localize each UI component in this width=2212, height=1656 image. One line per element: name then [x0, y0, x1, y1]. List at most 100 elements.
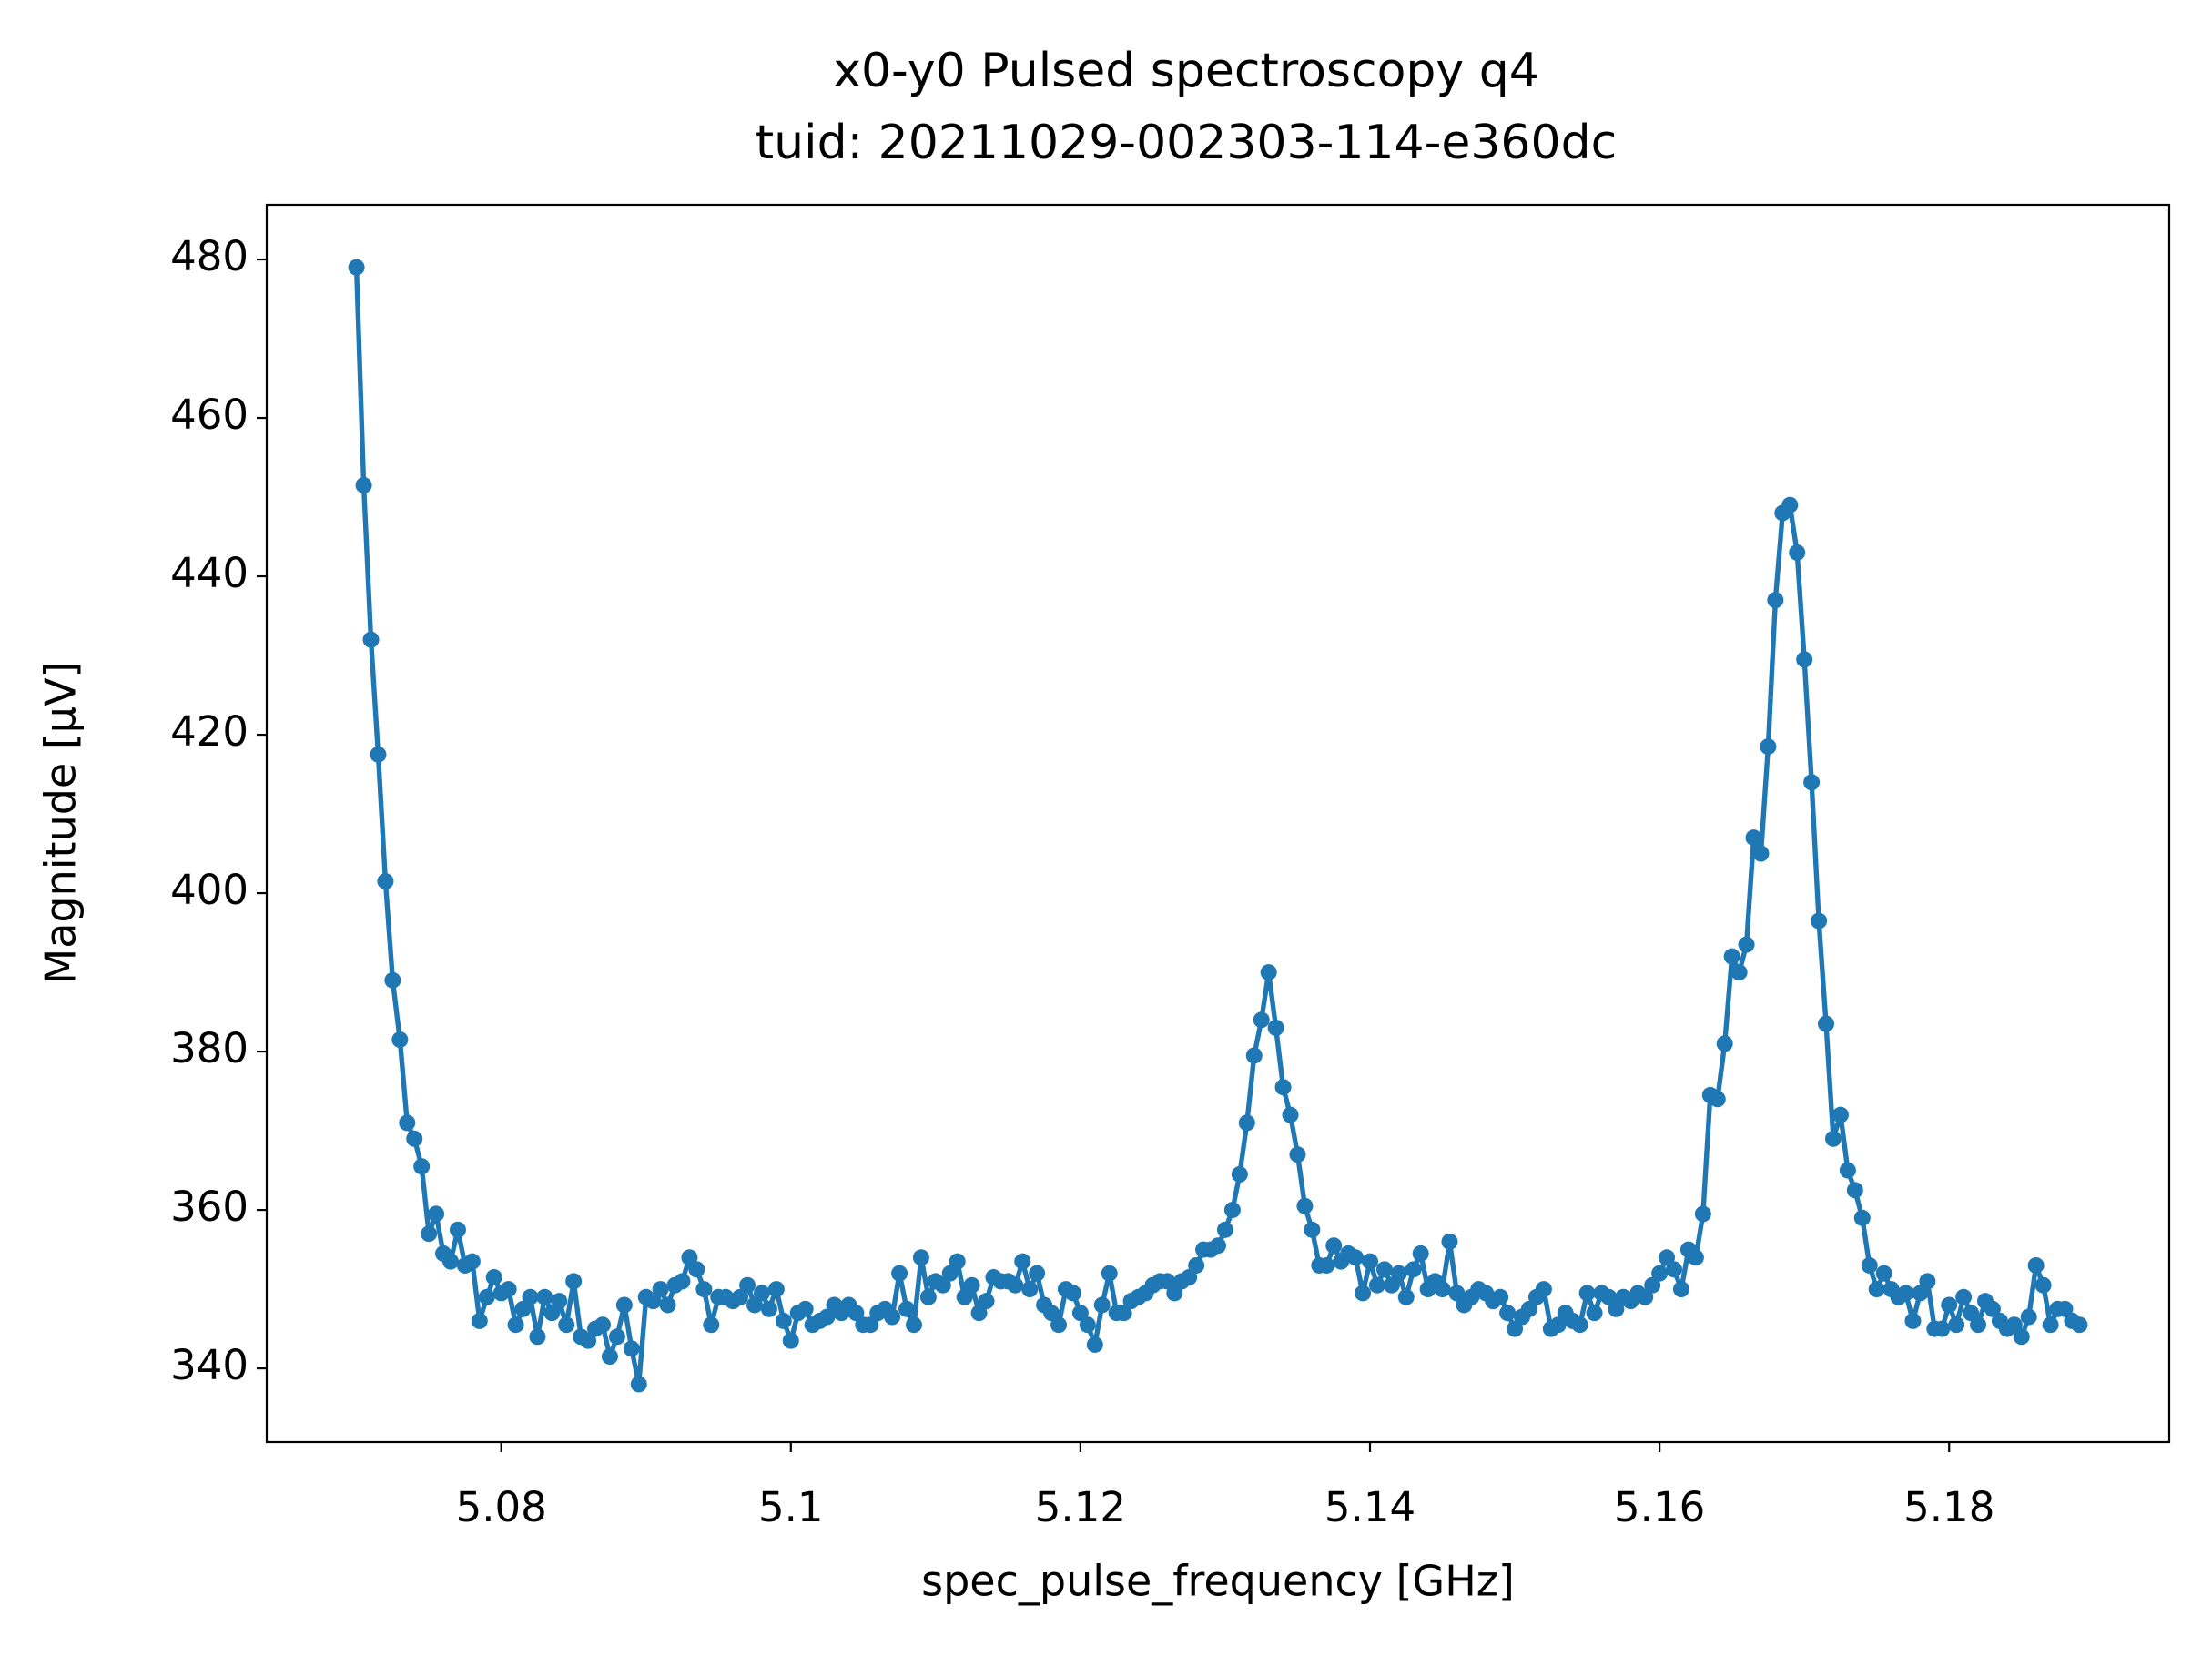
data-point [1267, 1019, 1284, 1036]
data-point [1014, 1253, 1031, 1270]
data-point [1651, 1265, 1669, 1282]
data-point [1115, 1305, 1132, 1322]
data-point [1912, 1285, 1929, 1302]
data-point [644, 1293, 662, 1310]
data-point [1687, 1249, 1704, 1266]
data-point [1304, 1221, 1321, 1238]
data-point [1071, 1305, 1089, 1322]
data-point [760, 1300, 777, 1317]
data-point [1050, 1316, 1068, 1334]
data-point [428, 1205, 445, 1223]
y-tick-label: 480 [170, 232, 249, 280]
data-point [2027, 1256, 2045, 1274]
x-tick-label: 5.16 [1614, 1483, 1705, 1531]
data-point [746, 1296, 764, 1314]
data-point [919, 1288, 937, 1305]
chart-title: x0-y0 Pulsed spectroscopy q4 [833, 44, 1539, 98]
data-point [1021, 1281, 1039, 1298]
data-point [1253, 1011, 1270, 1029]
data-point [891, 1265, 908, 1282]
data-point [551, 1293, 568, 1310]
x-tick-label: 5.12 [1035, 1483, 1126, 1531]
data-point [1520, 1300, 1537, 1317]
data-point [732, 1288, 749, 1305]
data-point [1831, 1106, 1849, 1123]
data-point [522, 1288, 539, 1305]
data-point [1441, 1233, 1458, 1250]
data-point [2042, 1316, 2059, 1334]
data-point [1245, 1047, 1263, 1064]
data-point [1231, 1165, 1248, 1183]
data-point [1694, 1205, 1711, 1223]
data-point [1868, 1281, 1885, 1298]
data-point [1789, 544, 1806, 561]
data-point [1608, 1300, 1625, 1317]
data-point [1600, 1288, 1618, 1305]
data-point [2005, 1316, 2023, 1334]
data-point [362, 631, 380, 648]
y-tick-label: 380 [170, 1024, 249, 1072]
data-point [543, 1305, 561, 1322]
data-point [1223, 1202, 1241, 1219]
y-tick-label: 460 [170, 391, 249, 439]
data-point [565, 1273, 583, 1290]
data-point [1499, 1305, 1517, 1322]
data-point [1029, 1265, 1046, 1282]
data-point [1093, 1296, 1111, 1314]
plot-frame [265, 203, 2171, 1444]
data-point [1745, 829, 1762, 847]
data-point [2020, 1308, 2037, 1326]
data-point [630, 1376, 647, 1393]
data-point [1043, 1305, 1060, 1322]
data-point [1007, 1276, 1024, 1294]
data-point [1549, 1316, 1567, 1334]
y-tick-label: 400 [170, 866, 249, 914]
data-point [413, 1158, 431, 1175]
data-point [558, 1316, 575, 1334]
data-point [652, 1281, 669, 1298]
data-point [1897, 1285, 1914, 1302]
data-point [406, 1130, 423, 1147]
data-point [1760, 738, 1777, 756]
data-point [1803, 774, 1821, 791]
data-point [681, 1249, 698, 1266]
data-point [782, 1332, 799, 1349]
data-point [1181, 1269, 1198, 1286]
data-point [1781, 496, 1799, 513]
data-point [797, 1300, 814, 1317]
data-point [608, 1328, 625, 1346]
data-point [449, 1221, 466, 1238]
data-point [1818, 1015, 1835, 1032]
data-point [1970, 1316, 1987, 1334]
x-axis-label: spec_pulse_frequency [GHz] [921, 1557, 1515, 1606]
data-point [1347, 1249, 1365, 1266]
data-point [970, 1305, 988, 1322]
data-point [1210, 1237, 1226, 1255]
data-point [688, 1261, 705, 1278]
data-point [1723, 948, 1740, 965]
data-point [594, 1316, 612, 1334]
data-point [659, 1296, 676, 1314]
data-point [601, 1348, 618, 1366]
data-point [500, 1281, 517, 1298]
data-point [1166, 1285, 1183, 1302]
data-point [1159, 1273, 1176, 1290]
data-point [1933, 1320, 1951, 1337]
data-point [370, 746, 387, 763]
data-point [377, 873, 394, 890]
data-point [695, 1281, 713, 1298]
data-point [1672, 1281, 1689, 1298]
data-point [421, 1225, 438, 1243]
data-point [1738, 936, 1755, 953]
data-point [1434, 1281, 1451, 1298]
data-point [1355, 1285, 1372, 1302]
data-point [1659, 1249, 1676, 1266]
data-point [1296, 1197, 1314, 1214]
data-point [775, 1312, 792, 1329]
data-point [2071, 1316, 2088, 1334]
data-point [847, 1305, 865, 1322]
data-point [1709, 1091, 1726, 1108]
data-point [2056, 1300, 2074, 1317]
